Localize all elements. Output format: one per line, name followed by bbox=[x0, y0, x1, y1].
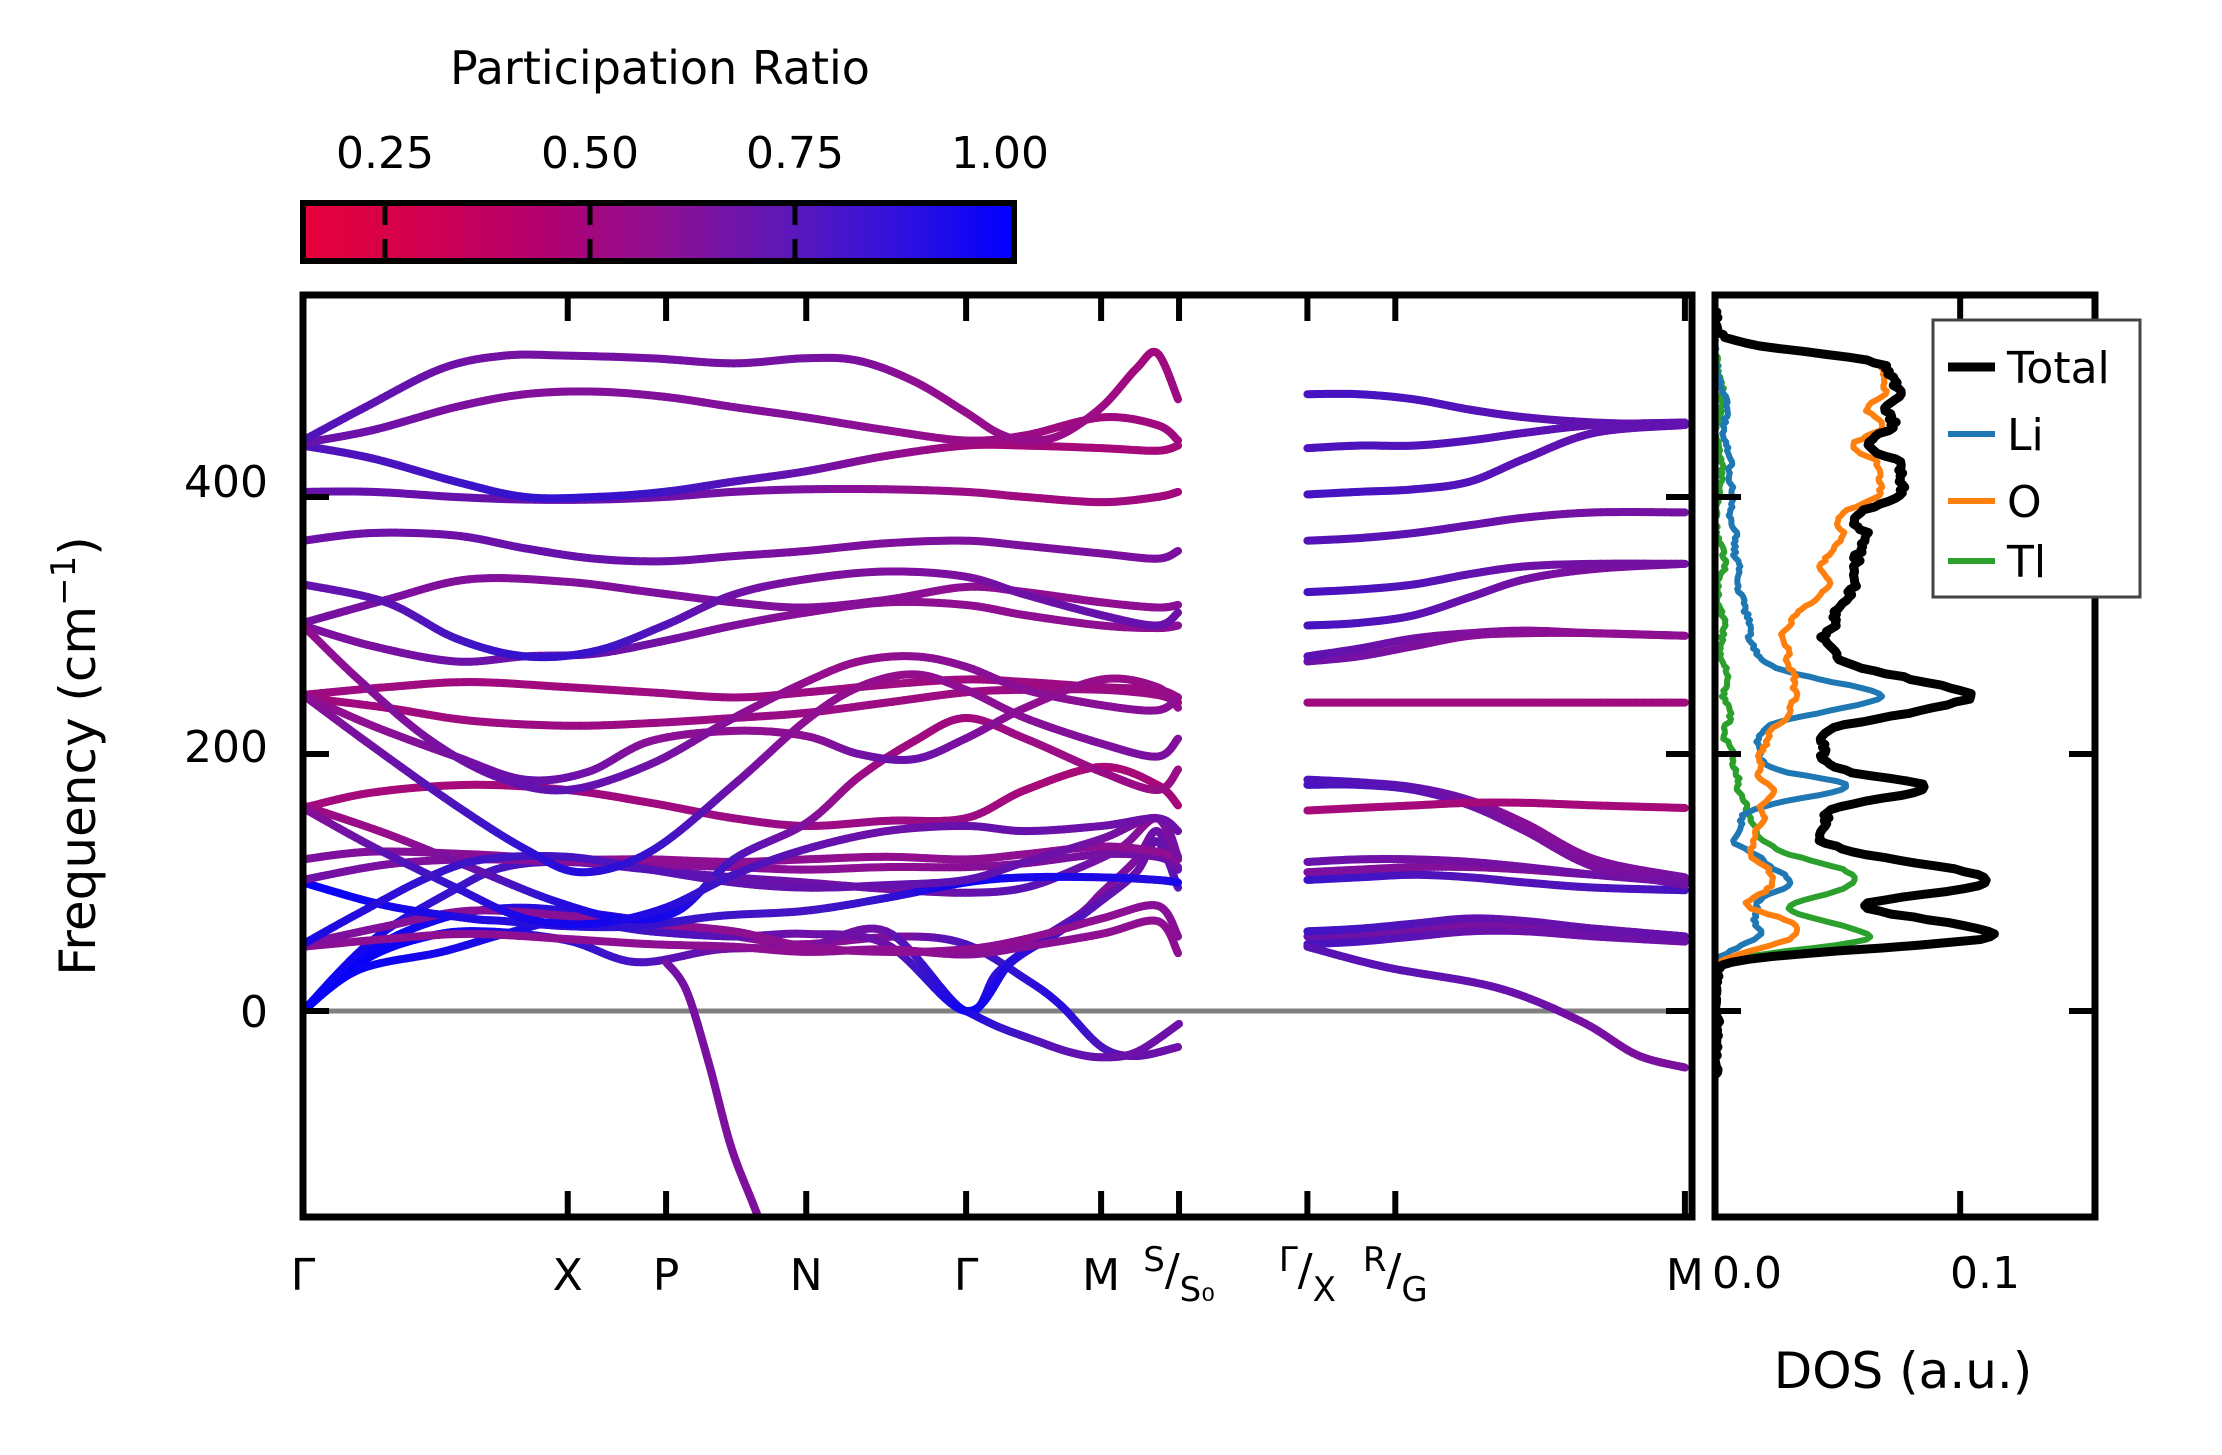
band-ytick-label-400: 400 bbox=[184, 457, 268, 508]
band-branch-27 bbox=[962, 1007, 1184, 1062]
dos-xtick-label-0: 0.0 bbox=[1712, 1248, 1782, 1299]
band-branch-6 bbox=[303, 872, 1183, 932]
band-xtick-marks bbox=[300, 295, 1688, 1217]
band-branch-5 bbox=[303, 901, 1183, 956]
band-xtick-label-0: Γ bbox=[291, 1250, 316, 1301]
band-curves-group bbox=[303, 347, 1689, 1217]
band-panel: Γ X P N Γ M S/S₀ Γ/X R/G M 0 200 400 Frequency (c… bbox=[44, 291, 1704, 1310]
band-branch-24 bbox=[303, 670, 1183, 877]
colorbar-tick-label-3: 1.00 bbox=[951, 128, 1049, 179]
band-branch-30 bbox=[1303, 914, 1689, 941]
dos-legend[interactable]: Total Li O Tl bbox=[1931, 318, 2142, 599]
dos-xtick-label-1: 0.1 bbox=[1950, 1248, 2020, 1299]
band-branch-46 bbox=[1303, 942, 1689, 1072]
band-branch-41 bbox=[1303, 559, 1689, 597]
colorbar-title: Participation Ratio bbox=[450, 41, 870, 95]
colorbar-tick-label-0: 0.25 bbox=[336, 128, 434, 179]
band-branch-39 bbox=[1303, 626, 1689, 661]
colorbar-tick-label-2: 0.75 bbox=[746, 128, 844, 179]
band-branch-23 bbox=[303, 803, 1183, 929]
band-xtick-label-1: X bbox=[553, 1250, 583, 1301]
band-xtick-labels: Γ X P N Γ M S/S₀ Γ/X R/G M bbox=[291, 1240, 1704, 1310]
band-branch-19 bbox=[303, 440, 1183, 503]
band-ytick-marks bbox=[303, 494, 1692, 1014]
band-branch-35 bbox=[1303, 775, 1689, 882]
band-branch-17 bbox=[303, 528, 1183, 566]
band-branch-40 bbox=[1303, 559, 1689, 630]
dos-curve-total bbox=[1715, 307, 1999, 1080]
colorbar-gradient[interactable] bbox=[303, 203, 1014, 261]
band-branch-42 bbox=[1303, 508, 1689, 545]
band-branch-45 bbox=[1303, 389, 1689, 430]
band-xtick-label-2: P bbox=[653, 1250, 680, 1301]
band-xtick-label-7: Γ/X bbox=[1279, 1240, 1336, 1310]
legend-label-o: O bbox=[2007, 477, 2042, 528]
band-ytick-label-200: 200 bbox=[184, 722, 268, 773]
colorbar-frame bbox=[300, 200, 1017, 264]
dos-curve-li bbox=[1715, 308, 1886, 1079]
dos-x-axis-label: DOS (a.u.) bbox=[1774, 1342, 2033, 1400]
legend-label-total: Total bbox=[2006, 343, 2110, 394]
band-branch-26 bbox=[662, 958, 763, 1217]
band-xtick-label-3: N bbox=[790, 1250, 823, 1301]
band-xtick-label-9: M bbox=[1666, 1250, 1704, 1301]
band-xtick-label-4: Γ bbox=[954, 1250, 979, 1301]
band-branch-36 bbox=[1303, 798, 1689, 815]
dos-panel: 0.0 0.1 DOS (a.u.) Total Li O Tl bbox=[1711, 291, 2142, 1400]
band-xtick-label-5: M bbox=[1082, 1250, 1120, 1301]
band-branch-15 bbox=[303, 574, 1183, 627]
band-branch-28 bbox=[1303, 926, 1689, 949]
band-xtick-label-8: R/G bbox=[1363, 1240, 1428, 1310]
colorbar-group: Participation Ratio 0.25 0.50 0.75 1.00 bbox=[300, 41, 1049, 264]
band-branch-31 bbox=[1303, 870, 1689, 895]
legend-label-tl: Tl bbox=[2006, 537, 2046, 588]
dos-curve-o bbox=[1715, 308, 1890, 1079]
legend-label-li: Li bbox=[2007, 410, 2044, 461]
band-y-axis-label: Frequency (cm−1) bbox=[44, 536, 107, 976]
band-branch-25 bbox=[303, 621, 1183, 795]
band-ytick-label-0: 0 bbox=[240, 987, 268, 1038]
band-branch-21 bbox=[303, 347, 1183, 445]
colorbar-tick-label-1: 0.50 bbox=[541, 128, 639, 179]
band-xtick-label-6: S/S₀ bbox=[1143, 1240, 1215, 1310]
